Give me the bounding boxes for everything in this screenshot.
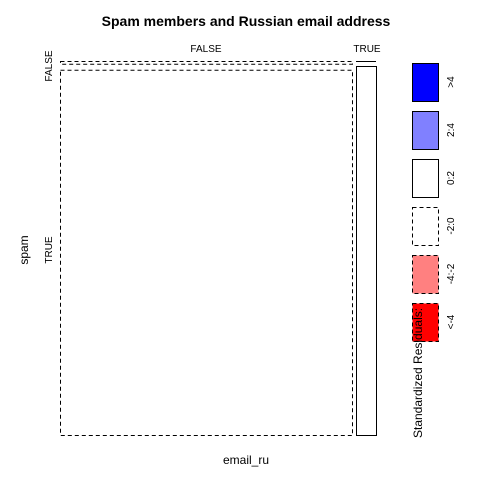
legend-label: <-4 [446,314,457,329]
legend-swatch [413,112,439,150]
legend-label: 0:2 [446,171,457,185]
mosaic-cell-true-true [357,67,377,436]
mosaic-cell-false-true [61,70,353,435]
x-tick-label-true: TRUE [353,44,381,55]
y-tick-label-true: TRUE [44,236,55,264]
legend-swatch [413,208,439,246]
y-axis-label: spam [17,235,31,264]
legend-label: 2:4 [446,123,457,137]
legend-title: Standardized Residuals: [411,308,425,438]
residual-legend: >4 2:4 0:2 -2:0 -4:-2 <-4 [413,64,458,342]
legend-swatch [413,160,439,198]
x-axis-label: email_ru [223,453,269,467]
mosaic-cell-false-false [61,62,353,65]
mosaic-cells [61,62,377,436]
chart-title: Spam members and Russian email address [102,13,391,29]
legend-label: >4 [446,76,457,88]
legend-swatch [413,256,439,294]
legend-label: -4:-2 [446,263,457,284]
x-tick-label-false: FALSE [190,44,221,55]
legend-swatch [413,64,439,102]
legend-label: -2:0 [446,217,457,235]
y-tick-label-false: FALSE [44,50,55,81]
